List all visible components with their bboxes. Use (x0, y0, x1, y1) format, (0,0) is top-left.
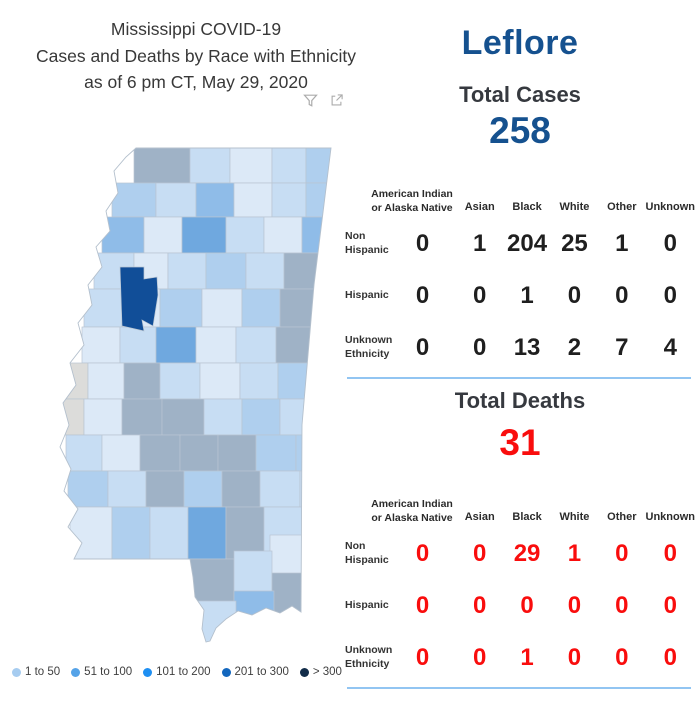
deaths-cell: 0 (663, 592, 677, 619)
col-header-ai-an: American Indian or Alaska Native (371, 187, 453, 214)
deaths-cell: 1 (520, 644, 534, 671)
title-line-3: as of 6 pm CT, May 29, 2020 (84, 72, 308, 93)
total-deaths-label: Total Deaths (454, 388, 586, 413)
legend-item-101-to-200[interactable]: 101 to 200 (143, 666, 211, 678)
cases-cell: 0 (663, 230, 677, 257)
deaths-cell: 0 (615, 592, 629, 619)
legend-dot-icon (12, 667, 21, 677)
county-name-header: Leflore (461, 24, 579, 62)
row-label-non-hispanic: Non Hispanic (345, 230, 389, 256)
visual-header-toolbar (302, 92, 344, 109)
deaths-cell: 0 (473, 592, 487, 619)
deaths-cell: 0 (415, 592, 430, 619)
total-cases-label: Total Cases (459, 82, 581, 107)
legend-dot-icon (299, 667, 309, 677)
deaths-cell: 0 (663, 644, 677, 671)
filter-icon[interactable] (302, 92, 319, 109)
row-label-unknown-ethnicity: Unknown Ethnicity (345, 644, 393, 670)
legend-item-201-to-300[interactable]: 201 to 300 (221, 666, 289, 678)
cases-cell: 7 (615, 334, 629, 361)
cases-cell: 0 (415, 282, 430, 309)
row-label-non-hispanic: Non Hispanic (345, 540, 389, 566)
row-label-hispanic: Hispanic (345, 289, 389, 302)
deaths-cell: 0 (567, 644, 582, 671)
legend-dot-icon (71, 667, 81, 677)
total-cases-value: 258 (489, 110, 551, 151)
deaths-cell: 0 (415, 644, 430, 671)
deaths-cell: 0 (520, 592, 534, 619)
col-header-ai-an: American Indian or Alaska Native (371, 497, 453, 524)
cases-cell: 0 (415, 334, 430, 361)
focus-mode-icon[interactable] (329, 93, 344, 108)
col-header-unknown: Unknown (645, 511, 696, 524)
col-header-black: Black (512, 511, 542, 524)
col-header-unknown: Unknown (645, 201, 696, 214)
cases-by-race-table: American Indian or Alaska Native Asian B… (345, 164, 695, 374)
title-line-2: Cases and Deaths by Race with Ethnicity (35, 45, 357, 66)
deaths-cell: 0 (415, 540, 430, 567)
cases-cell: 0 (663, 282, 677, 309)
cases-cell: 4 (663, 334, 677, 361)
deaths-cell: 0 (615, 644, 629, 671)
deaths-cell: 0 (567, 592, 582, 619)
map-county-leflore[interactable] (119, 266, 159, 332)
cases-cell: 0 (473, 282, 487, 309)
legend-dot-icon (221, 667, 231, 677)
total-deaths-value: 31 (499, 422, 541, 463)
state-outline (59, 147, 332, 643)
cases-cell: 2 (567, 334, 582, 361)
col-header-other: Other (607, 511, 637, 524)
county-mosaic[interactable] (60, 147, 334, 645)
cases-cell: 0 (473, 334, 487, 361)
cases-cell: 204 (507, 230, 548, 257)
cases-cell: 1 (473, 230, 487, 257)
col-header-black: Black (512, 201, 542, 214)
section-divider (347, 377, 691, 379)
title-line-1: Mississippi COVID-19 (110, 19, 282, 39)
deaths-cell: 29 (513, 540, 541, 567)
legend-item-1-to-50[interactable]: 1 to 50 (12, 666, 60, 678)
deaths-cell: 0 (663, 540, 677, 567)
deaths-cell: 1 (567, 540, 582, 567)
section-divider (347, 687, 691, 689)
deaths-by-race-table: American Indian or Alaska Native Asian B… (345, 474, 695, 684)
cases-cell: 13 (513, 334, 541, 361)
col-header-white: White (559, 201, 590, 214)
cases-cell: 0 (567, 282, 582, 309)
cases-cell: 1 (520, 282, 534, 309)
col-header-asian: Asian (464, 511, 495, 524)
deaths-cell: 0 (615, 540, 629, 567)
map-legend: 1 to 50 51 to 100 101 to 200 201 to 300 … (12, 666, 342, 678)
cases-cell: 25 (561, 230, 588, 257)
row-label-unknown-ethnicity: Unknown Ethnicity (345, 334, 393, 360)
cases-cell: 0 (415, 230, 430, 257)
deaths-cell: 0 (473, 644, 487, 671)
mississippi-choropleth-map[interactable] (56, 145, 352, 663)
legend-item-gt-300[interactable]: > 300 (299, 666, 342, 678)
cases-cell: 1 (615, 230, 629, 257)
legend-dot-icon (143, 667, 153, 677)
col-header-other: Other (607, 201, 637, 214)
map-visual-title: Mississippi COVID-19 Cases and Deaths by… (0, 16, 392, 96)
cases-cell: 0 (615, 282, 629, 309)
col-header-white: White (559, 511, 590, 524)
row-label-hispanic: Hispanic (345, 599, 389, 612)
deaths-cell: 0 (473, 540, 487, 567)
col-header-asian: Asian (464, 201, 495, 214)
legend-item-51-to-100[interactable]: 51 to 100 (71, 666, 132, 678)
